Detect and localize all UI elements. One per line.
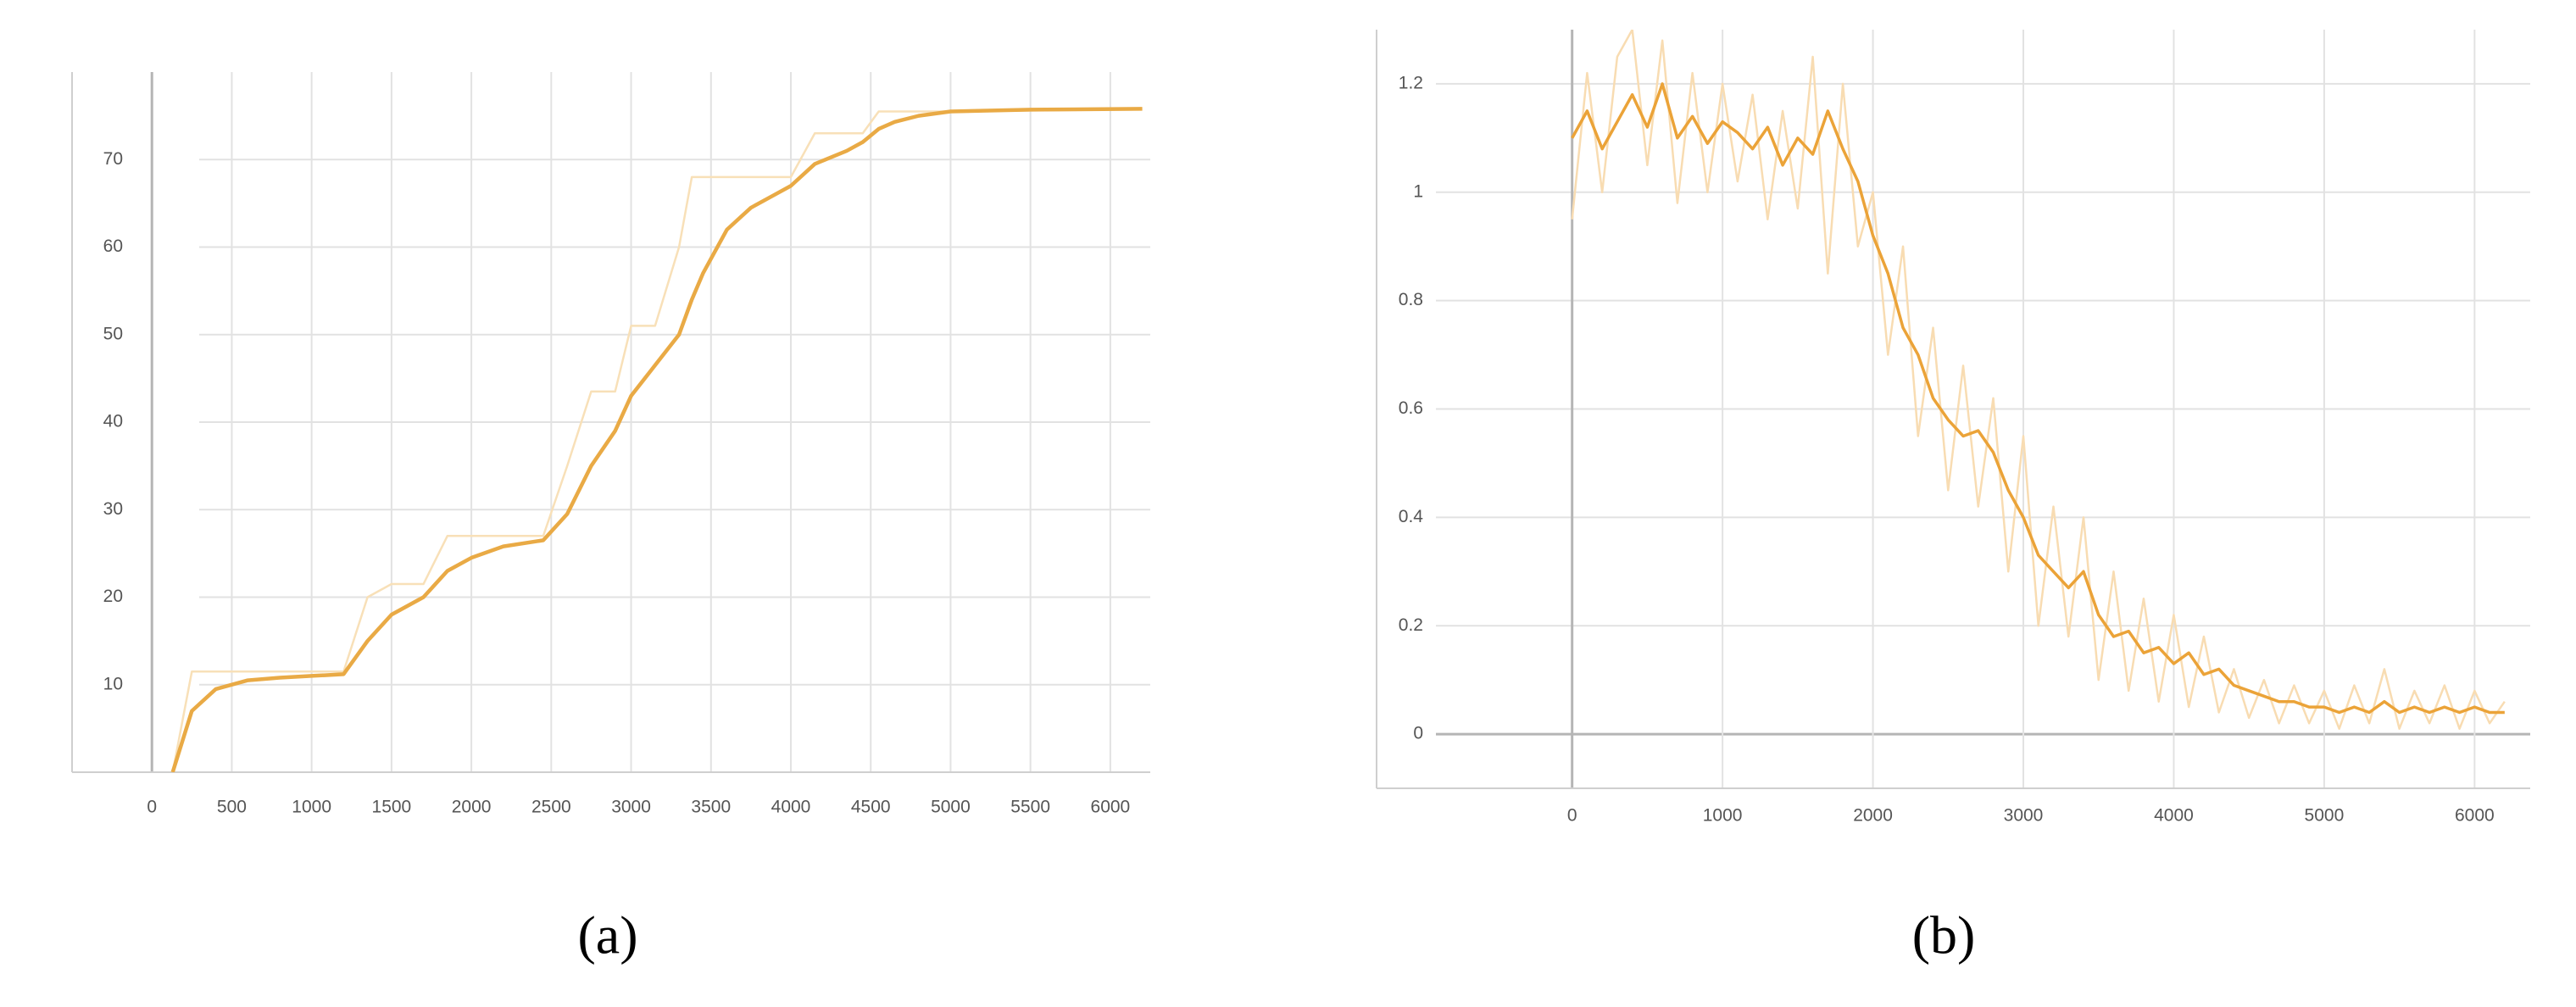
data-line <box>171 108 1143 772</box>
y-tick-label: 1.2 <box>1399 73 1423 92</box>
x-tick-label: 5500 <box>1010 798 1050 817</box>
x-tick-label: 3000 <box>2004 806 2044 826</box>
data-line <box>170 107 1143 772</box>
x-tick-label: 0 <box>147 798 157 817</box>
y-tick-label: 70 <box>103 149 123 169</box>
caption: (a) <box>577 905 637 965</box>
caption: (b) <box>1912 905 1976 965</box>
x-tick-label: 500 <box>217 798 247 817</box>
chart: 10 20 30 40 50 60 70 0 500 1000 1500 2000 2500 3000 35… <box>71 72 1150 965</box>
x-tick-label: 3500 <box>691 798 731 817</box>
y-tick-label: 0.4 <box>1399 507 1424 526</box>
y-tick-label: 0.6 <box>1399 398 1423 418</box>
x-tick-label: 6000 <box>2455 806 2495 826</box>
chart: 0 0.2 0.4 0.6 0.8 1 1.2 0 1000 2000 3000 4000 5000 60… <box>1376 30 2530 965</box>
y-tick-label: 0.8 <box>1399 290 1423 309</box>
x-tick-label: 2500 <box>531 798 571 817</box>
y-tick-label: 40 <box>103 412 123 431</box>
y-tick-label: 10 <box>103 674 123 693</box>
y-tick-label: 30 <box>103 499 123 519</box>
data-line <box>1571 30 2506 730</box>
x-tick-label: 3000 <box>611 798 651 817</box>
x-tick-label: 4500 <box>851 798 891 817</box>
y-tick-label: 60 <box>103 236 123 256</box>
x-tick-label: 5000 <box>931 798 971 817</box>
x-tick-label: 0 <box>1567 806 1577 826</box>
x-tick-label: 5000 <box>2305 806 2345 826</box>
x-tick-label: 1500 <box>372 798 412 817</box>
y-tick-label: 0.2 <box>1399 615 1423 635</box>
y-tick-label: 50 <box>103 324 123 343</box>
x-tick-label: 1000 <box>292 798 331 817</box>
y-tick-label: 20 <box>103 587 123 606</box>
x-tick-label: 6000 <box>1091 798 1131 817</box>
x-tick-label: 2000 <box>452 798 492 817</box>
x-tick-label: 2000 <box>1853 806 1893 826</box>
x-tick-label: 1000 <box>1703 806 1743 826</box>
x-tick-label: 4000 <box>2154 806 2194 826</box>
x-tick-label: 4000 <box>771 798 811 817</box>
y-tick-label: 0 <box>1413 724 1423 743</box>
y-tick-label: 1 <box>1413 181 1423 201</box>
data-line <box>1571 82 2505 715</box>
